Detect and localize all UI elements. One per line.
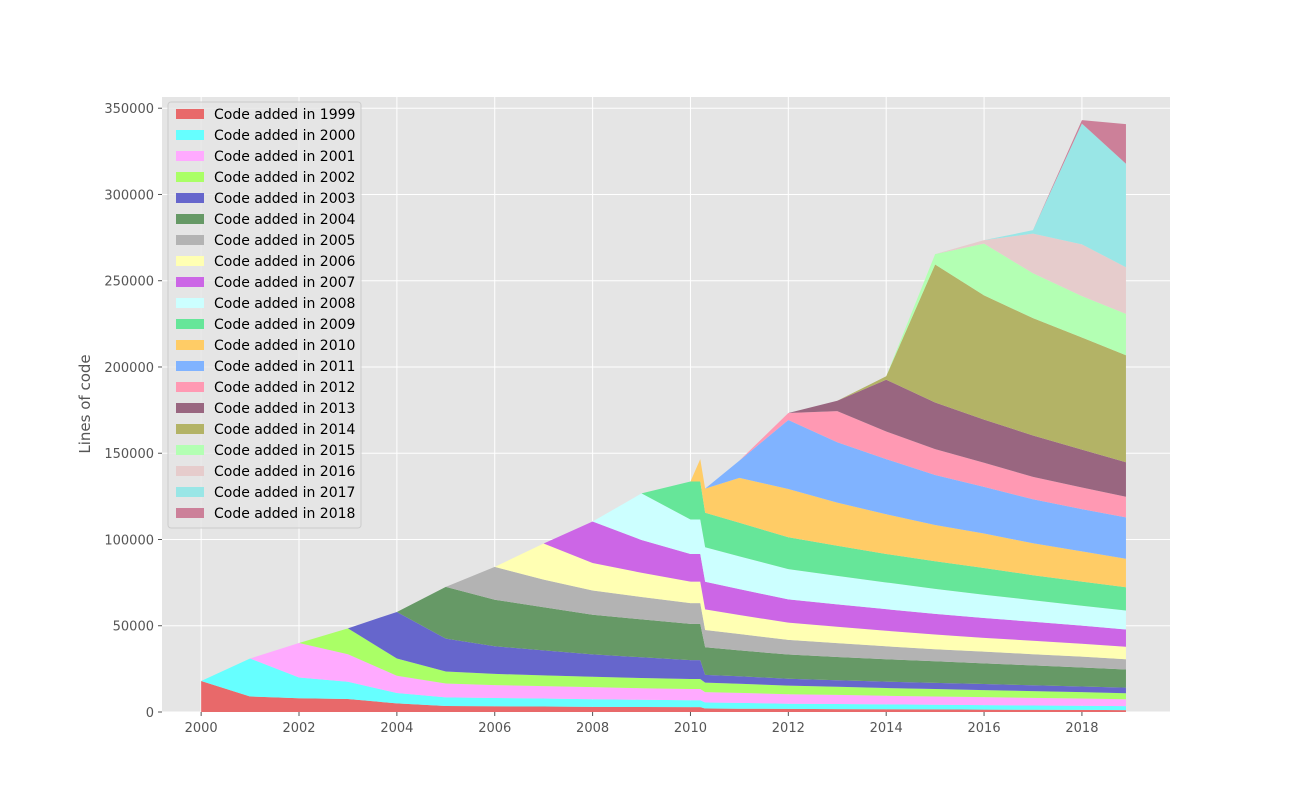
legend-entry: Code added in 2006	[214, 254, 356, 270]
y-tick-label: 350000	[104, 102, 154, 117]
y-axis-label: Lines of code	[76, 354, 94, 453]
area-series-10	[201, 481, 1126, 681]
legend-swatch	[176, 214, 204, 224]
legend-swatch	[176, 298, 204, 308]
legend: Code added in 1999 Code added in 2000 Code…	[167, 101, 362, 529]
legend-swatch	[176, 277, 204, 287]
legend-entry: Code added in 1999	[214, 107, 355, 123]
x-tick-label: 2008	[576, 721, 609, 736]
legend-entry: Code added in 2005	[214, 233, 355, 249]
legend-swatch	[176, 235, 204, 245]
legend-entry: Code added in 2007	[214, 275, 355, 291]
x-tick-label: 2014	[870, 721, 903, 736]
y-tick-label: 50000	[113, 620, 154, 635]
legend-entry: Code added in 2009	[214, 317, 355, 333]
y-tick-label: 200000	[104, 361, 154, 376]
legend-swatch	[176, 193, 204, 203]
legend-swatch	[176, 424, 204, 434]
legend-entry: Code added in 2017	[214, 485, 355, 501]
legend-entry: Code added in 2001	[214, 149, 355, 165]
area-series-0	[201, 680, 1126, 712]
legend-swatch	[176, 109, 204, 119]
legend-entry: Code added in 2000	[214, 128, 355, 144]
legend-entry: Code added in 2010	[214, 338, 355, 354]
legend-entry: Code added in 2008	[214, 296, 355, 312]
area-series-12	[201, 419, 1126, 681]
legend-swatch	[176, 403, 204, 413]
legend-swatch	[176, 466, 204, 476]
legend-entry: Code added in 2016	[214, 464, 356, 480]
stacked-areas	[201, 120, 1126, 712]
legend-entry: Code added in 2012	[214, 380, 355, 396]
legend-swatch	[176, 508, 204, 518]
area-series-8	[201, 521, 1126, 681]
y-tick-label: 100000	[104, 533, 154, 548]
area-series-9	[201, 493, 1126, 681]
legend-swatch	[176, 445, 204, 455]
legend-swatch	[176, 130, 204, 140]
area-series-1	[201, 658, 1126, 711]
x-tick-label: 2004	[380, 721, 413, 736]
legend-swatch	[176, 487, 204, 497]
y-tick-label: 0	[146, 706, 154, 721]
x-tick-label: 2010	[674, 721, 707, 736]
legend-swatch	[176, 361, 204, 371]
x-tick-label: 2002	[282, 721, 315, 736]
area-series-5	[201, 586, 1126, 688]
legend-swatch	[176, 340, 204, 350]
legend-swatch	[176, 256, 204, 266]
area-series-2	[201, 643, 1126, 707]
area-series-16	[201, 243, 1126, 681]
legend-swatch	[176, 319, 204, 329]
area-series-15	[201, 264, 1126, 681]
legend-entry: Code added in 2011	[214, 359, 355, 375]
legend-entry: Code added in 2015	[214, 443, 355, 459]
x-tick-label: 2018	[1065, 721, 1098, 736]
legend-frame	[167, 101, 362, 529]
legend-swatch	[176, 172, 204, 182]
area-series-4	[201, 611, 1126, 694]
area-series-6	[201, 566, 1126, 681]
x-tick-label: 2016	[968, 721, 1001, 736]
legend-entry: Code added in 2018	[214, 506, 355, 522]
y-tick-label: 250000	[104, 275, 154, 290]
y-tick-label: 150000	[104, 447, 154, 462]
x-tick-label: 2000	[185, 721, 218, 736]
legend-entry: Code added in 2002	[214, 170, 355, 186]
x-axis-ticks: 2000 2002 2004 2006 2008 2010 2012 2014 2016 2018	[185, 712, 1098, 736]
area-series-7	[201, 543, 1126, 681]
legend-swatch	[176, 382, 204, 392]
legend-entry: Code added in 2014	[214, 422, 356, 438]
legend-swatch	[176, 151, 204, 161]
legend-entry: Code added in 2003	[214, 191, 355, 207]
legend-entry: Code added in 2004	[214, 212, 356, 228]
x-tick-label: 2012	[772, 721, 805, 736]
y-tick-label: 300000	[104, 188, 154, 203]
legend-entry: Code added in 2013	[214, 401, 355, 417]
area-series-3	[201, 628, 1126, 700]
x-tick-label: 2006	[478, 721, 511, 736]
y-axis-ticks: 0 50000 100000 150000 200000 250000 300000 3500…	[104, 102, 162, 721]
